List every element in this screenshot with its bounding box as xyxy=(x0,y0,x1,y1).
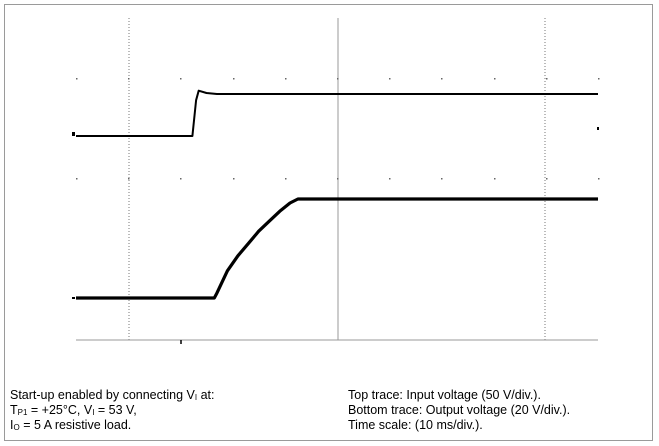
oscilloscope-plot xyxy=(72,18,600,344)
caption-left-line-1: Start-up enabled by connecting VI at: xyxy=(10,388,214,403)
caption-text: = 53 V, xyxy=(94,403,137,417)
grid-dot xyxy=(389,78,391,80)
grid-dot xyxy=(337,178,339,180)
caption-subscript: I xyxy=(92,408,95,417)
grid-dot xyxy=(180,178,182,180)
caption-subscript: P1 xyxy=(17,408,28,417)
grid-dot xyxy=(546,78,548,80)
caption-right-line-3: Time scale: (10 ms/div.). xyxy=(348,418,483,432)
grid-dot xyxy=(337,78,339,80)
caption-right-line-2: Bottom trace: Output voltage (20 V/div.)… xyxy=(348,403,571,417)
grid-dot xyxy=(128,178,130,180)
grid-dot xyxy=(598,178,600,180)
grid-dot xyxy=(233,78,235,80)
caption-subscript: I xyxy=(194,393,198,402)
caption-text: at: xyxy=(197,388,215,402)
caption-left-line-2: TP1 = +25°C, VI = 53 V, xyxy=(10,403,214,418)
caption-right-line-1: Top trace: Input voltage (50 V/div.). xyxy=(348,388,541,402)
grid-dot xyxy=(546,178,548,180)
grid-dot xyxy=(233,178,235,180)
caption-left-line-3: IO = 5 A resistive load. xyxy=(10,418,214,433)
grid-dot xyxy=(76,78,78,80)
caption-text: Start-up enabled by connecting V xyxy=(10,388,195,402)
grid-dot xyxy=(76,178,78,180)
caption-text: T xyxy=(10,403,18,417)
grid-dot xyxy=(441,178,443,180)
grid-dot xyxy=(494,178,496,180)
grid-dot xyxy=(389,178,391,180)
grid-dot xyxy=(494,78,496,80)
grid-dot xyxy=(285,78,287,80)
caption-text: = +25°C, V xyxy=(27,403,93,417)
grid-dot xyxy=(598,78,600,80)
channel-1-marker xyxy=(72,132,75,136)
caption-right: Top trace: Input voltage (50 V/div.). Bo… xyxy=(348,388,570,433)
traces xyxy=(72,89,599,300)
caption-left: Start-up enabled by connecting VI at: TP… xyxy=(10,388,214,433)
grid-dot xyxy=(180,78,182,80)
grid-dot xyxy=(285,178,287,180)
graticule xyxy=(76,18,600,344)
trace-end-marker xyxy=(597,127,599,130)
caption-text: = 5 A resistive load. xyxy=(19,418,132,432)
figure-frame xyxy=(4,4,653,441)
grid-dot xyxy=(128,78,130,80)
channel-2-marker xyxy=(72,297,75,299)
caption-text: I xyxy=(10,418,14,432)
output-voltage-trace xyxy=(76,197,598,300)
input-voltage-trace xyxy=(76,89,598,137)
grid-dot xyxy=(441,78,443,80)
caption-subscript: O xyxy=(13,423,20,432)
